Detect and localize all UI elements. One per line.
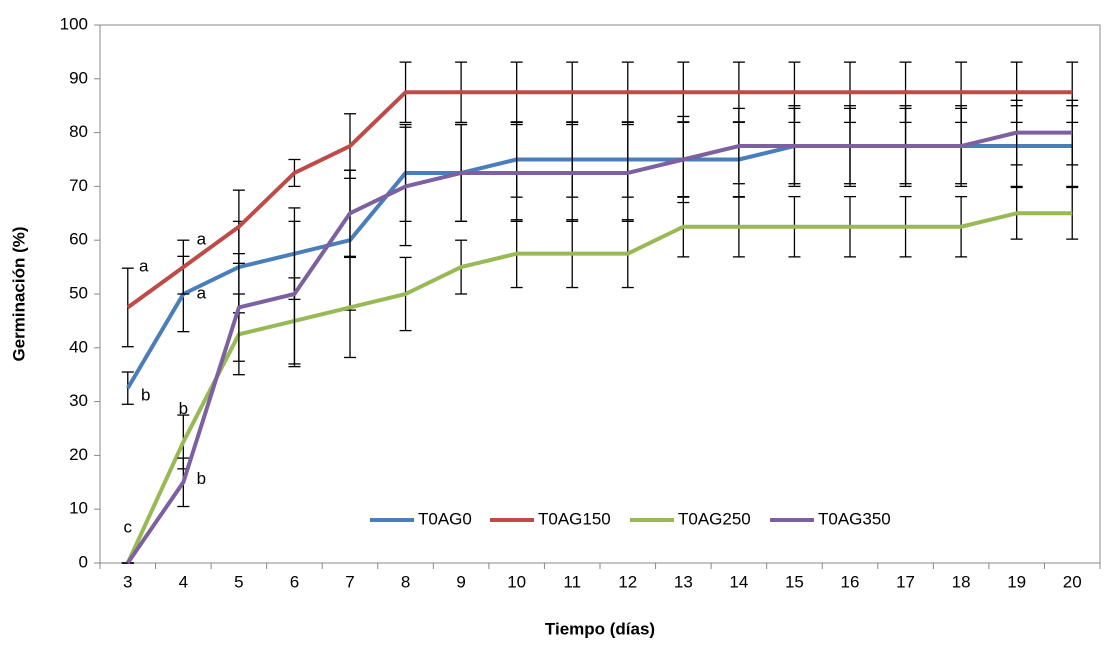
- x-tick-label: 5: [234, 572, 243, 591]
- x-tick-label: 12: [618, 572, 637, 591]
- y-tick-label: 80: [69, 122, 88, 141]
- x-tick-label: 18: [952, 572, 971, 591]
- annotation: b: [179, 399, 188, 418]
- x-tick-label: 3: [123, 572, 132, 591]
- x-tick-label: 16: [841, 572, 860, 591]
- annotation: a: [197, 283, 207, 302]
- y-tick-label: 30: [69, 391, 88, 410]
- x-tick-label: 10: [507, 572, 526, 591]
- y-tick-label: 50: [69, 283, 88, 302]
- y-tick-label: 20: [69, 445, 88, 464]
- x-tick-label: 4: [179, 572, 188, 591]
- series-line: [125, 211, 1073, 564]
- y-tick-label: 90: [69, 68, 88, 87]
- x-tick-label: 20: [1063, 572, 1082, 591]
- series-line: [126, 130, 1073, 565]
- y-tick-label: 100: [60, 14, 88, 33]
- x-tick-label: 13: [674, 572, 693, 591]
- x-tick-label: 9: [456, 572, 465, 591]
- series-line: [126, 90, 1073, 310]
- x-tick-label: 17: [896, 572, 915, 591]
- x-tick-label: 8: [401, 572, 410, 591]
- legend-label: T0AG0: [418, 509, 472, 528]
- x-tick-label: 15: [785, 572, 804, 591]
- legend-label: T0AG250: [678, 509, 751, 528]
- x-tick-label: 11: [563, 572, 581, 591]
- x-axis-title: Tiempo (días): [545, 619, 655, 638]
- annotation: a: [139, 257, 149, 276]
- x-tick-label: 7: [345, 572, 354, 591]
- legend-label: T0AG350: [818, 509, 891, 528]
- annotation: c: [124, 518, 133, 537]
- y-axis-title: Germinación (%): [9, 226, 28, 361]
- x-tick-label: 6: [290, 572, 299, 591]
- y-tick-label: 10: [69, 499, 88, 518]
- legend-label: T0AG150: [538, 509, 611, 528]
- y-tick-label: 40: [69, 337, 88, 356]
- series-line: [126, 144, 1073, 390]
- annotation: b: [197, 469, 206, 488]
- y-tick-label: 60: [69, 230, 88, 249]
- x-tick-label: 19: [1007, 572, 1026, 591]
- annotation: a: [197, 230, 207, 249]
- y-tick-label: 70: [69, 176, 88, 195]
- annotation: b: [141, 386, 150, 405]
- plot-area: [99, 24, 1101, 564]
- x-tick-label: 14: [729, 572, 748, 591]
- y-tick-label: 0: [79, 552, 88, 571]
